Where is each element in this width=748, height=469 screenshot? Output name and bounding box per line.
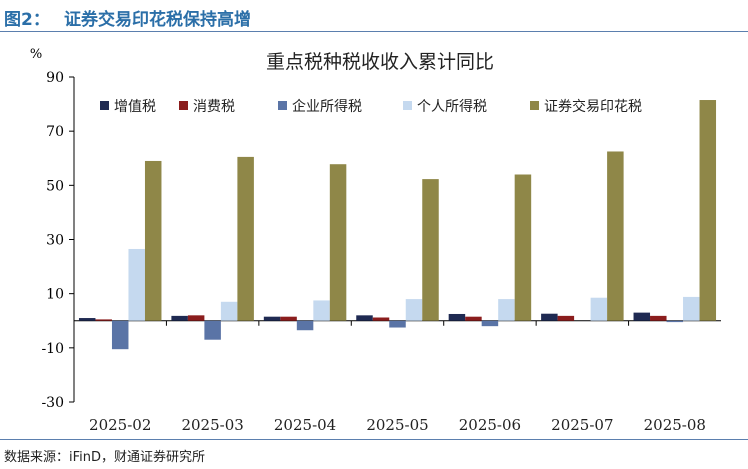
- bar: [372, 317, 390, 321]
- x-tick-label: 2025-07: [551, 416, 613, 434]
- legend-label: 增值税: [114, 99, 156, 115]
- legend-swatch: [403, 101, 412, 110]
- bar: [356, 315, 373, 321]
- bar: [128, 248, 145, 321]
- bar: [95, 319, 112, 321]
- y-tick-label: -10: [41, 341, 64, 357]
- bar: [498, 299, 515, 321]
- bar: [187, 315, 205, 321]
- figure-label: 图2：: [4, 10, 50, 30]
- y-tick-label: 70: [46, 124, 64, 140]
- source-note: 数据来源：iFinD，财通证券研究所: [4, 450, 206, 465]
- y-tick-label: 50: [46, 178, 64, 194]
- bar: [204, 320, 221, 340]
- bar: [389, 320, 406, 328]
- legend-swatch: [179, 101, 188, 110]
- y-axis-unit-label: %: [30, 47, 42, 62]
- bar: [590, 297, 608, 321]
- bar: [111, 320, 129, 350]
- figure-title: 证券交易印花税保持高增: [64, 10, 251, 30]
- bar: [557, 315, 575, 321]
- y-tick-label: -30: [41, 395, 64, 411]
- bar: [448, 313, 466, 321]
- x-tick-label: 2025-03: [181, 416, 243, 434]
- bar: [666, 320, 684, 323]
- y-tick-label: 10: [46, 287, 64, 303]
- legend-label: 企业所得税: [292, 98, 362, 115]
- bar: [313, 300, 330, 321]
- x-tick-label: 2025-04: [274, 416, 336, 434]
- chart-title: 重点税种税收收入累计同比: [266, 51, 494, 73]
- x-tick-labels: 2025-02 2025-03 2025-04 2025-05 2025-06 2025-…: [89, 416, 706, 434]
- bar-chart: 重点税种税收收入累计同比 % -30 -10 10 30 50 70 90 增值税 消费税 企业…: [30, 47, 721, 434]
- bar: [650, 315, 667, 321]
- header-divider: [0, 31, 748, 32]
- x-tick-label: 2025-02: [89, 416, 151, 434]
- bar: [171, 315, 188, 321]
- bar: [514, 174, 532, 321]
- bar: [296, 320, 314, 331]
- bar: [465, 316, 482, 321]
- bar: [683, 296, 700, 321]
- x-tick-label: 2025-06: [459, 416, 521, 434]
- legend-label: 证券交易印花税: [544, 98, 642, 115]
- bar: [237, 156, 254, 321]
- bar: [144, 160, 162, 321]
- bar: [78, 318, 96, 321]
- bar: [329, 164, 347, 321]
- bar: [607, 151, 624, 321]
- bar: [405, 299, 423, 321]
- y-tick-label: 30: [46, 233, 64, 249]
- footer-divider: [0, 439, 748, 440]
- bar: [220, 301, 238, 321]
- bar: [633, 312, 651, 321]
- bar: [280, 316, 297, 321]
- x-tick-label: 2025-05: [366, 416, 428, 434]
- legend: 增值税 消费税 企业所得税 个人所得税 证券交易印花税: [100, 98, 642, 115]
- legend-label: 消费税: [193, 99, 235, 115]
- legend-swatch: [100, 101, 109, 110]
- x-tick-label: 2025-08: [644, 416, 706, 434]
- y-tick-label: 90: [46, 70, 64, 86]
- bar: [263, 316, 281, 321]
- legend-label: 个人所得税: [417, 98, 487, 115]
- bar: [699, 100, 717, 321]
- bar: [422, 179, 439, 321]
- legend-swatch: [278, 101, 287, 110]
- legend-swatch: [530, 101, 539, 110]
- bar: [541, 313, 558, 321]
- bar: [481, 320, 499, 327]
- bars-group: [78, 100, 717, 350]
- figure-header: 图2： 证券交易印花税保持高增: [0, 0, 748, 34]
